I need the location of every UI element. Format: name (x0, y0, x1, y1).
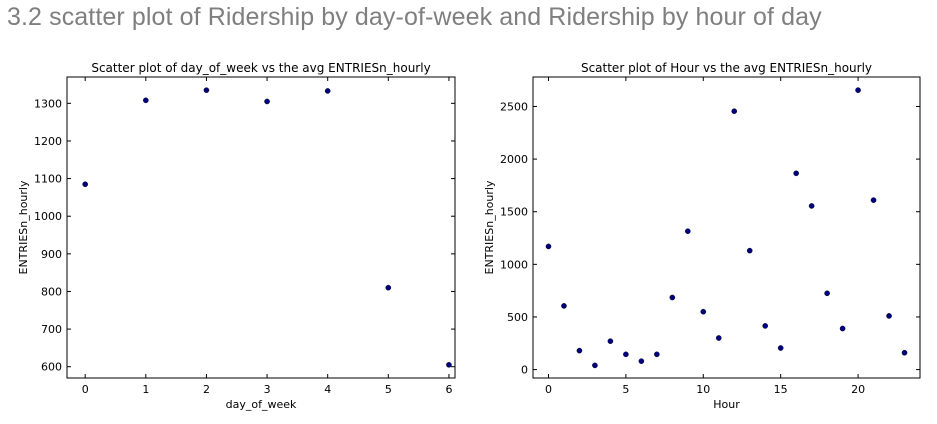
hour-data-point (746, 247, 753, 254)
hour-x-tick-label: 0 (545, 383, 552, 396)
hour-data-point (901, 349, 908, 356)
hour-data-point (762, 323, 769, 329)
dow-data-point (324, 88, 331, 94)
hour-data-point (886, 313, 892, 319)
hour-data-point (808, 203, 815, 209)
hour-x-tick-label: 5 (622, 383, 629, 396)
hour-data-point (669, 294, 676, 301)
hour-data-point (561, 303, 567, 309)
dow-x-tick-label: 3 (264, 383, 271, 396)
hour-y-tick-label: 2500 (500, 100, 528, 113)
dow-x-tick-label: 4 (324, 383, 331, 396)
dow-y-tick-label: 600 (41, 361, 62, 374)
dow-data-point (203, 87, 210, 93)
dow-x-axis-label: day_of_week (226, 398, 297, 411)
dow-chart-title: Scatter plot of day_of_week vs the avg E… (91, 61, 430, 75)
hour-x-tick-label: 20 (851, 383, 865, 396)
dow-y-tick-label: 1300 (34, 97, 62, 110)
dow-data-point (446, 362, 452, 368)
hour-data-point (685, 228, 691, 234)
dow-data-point (385, 284, 392, 291)
dow-y-tick-label: 800 (41, 285, 62, 298)
hour-data-point (592, 362, 598, 369)
hour-data-point (545, 243, 552, 250)
dow-x-tick-label: 0 (82, 383, 89, 396)
dow-y-tick-label: 900 (41, 248, 62, 261)
dow-y-tick-label: 1000 (34, 210, 62, 223)
hour-data-point (824, 290, 830, 297)
dow-x-tick-label: 6 (445, 383, 452, 396)
hour-data-point (855, 87, 861, 93)
hour-data-point (638, 358, 645, 364)
dow-x-tick-label: 1 (142, 383, 149, 396)
hour-data-point (839, 325, 846, 332)
dow-data-point (82, 181, 88, 188)
hour-x-axis-label: Hour (713, 398, 740, 411)
hour-data-point (731, 108, 738, 115)
hour-data-point (623, 351, 629, 358)
page-heading: 3.2 scatter plot of Ridership by day-of-… (7, 3, 822, 31)
dow-y-tick-label: 700 (41, 323, 62, 336)
chart-hour: Scatter plot of Hour vs the avg ENTRIESn… (483, 61, 921, 411)
dow-x-tick-label: 5 (385, 383, 392, 396)
hour-data-point (870, 197, 877, 203)
hour-x-tick-label: 15 (774, 383, 788, 396)
hour-y-tick-label: 1000 (500, 258, 528, 271)
dow-y-tick-label: 1200 (34, 135, 62, 148)
hour-plot-frame (532, 76, 921, 379)
hour-data-point (715, 335, 722, 341)
hour-data-point (793, 170, 799, 177)
dow-y-axis-label: ENTRIESn_hourly (17, 180, 30, 274)
chart-day-of-week: Scatter plot of day_of_week vs the avg E… (17, 61, 456, 411)
dow-x-tick-label: 2 (203, 383, 210, 396)
hour-x-tick-label: 10 (696, 383, 710, 396)
dow-plot-frame (66, 76, 456, 379)
hour-data-point (777, 345, 784, 351)
hour-y-tick-label: 500 (507, 311, 528, 324)
hour-chart-title: Scatter plot of Hour vs the avg ENTRIESn… (581, 61, 872, 75)
dow-data-point (143, 97, 149, 104)
hour-y-tick-label: 2000 (500, 153, 528, 166)
dow-y-tick-label: 1100 (34, 173, 62, 186)
dow-data-point (264, 98, 270, 105)
hour-y-axis-label: ENTRIESn_hourly (483, 180, 496, 274)
hour-y-tick-label: 1500 (500, 206, 528, 219)
hour-data-point (700, 308, 707, 315)
hour-data-point (654, 351, 660, 358)
hour-y-tick-label: 0 (521, 364, 528, 377)
hour-data-point (576, 347, 583, 354)
hour-data-point (607, 338, 614, 344)
